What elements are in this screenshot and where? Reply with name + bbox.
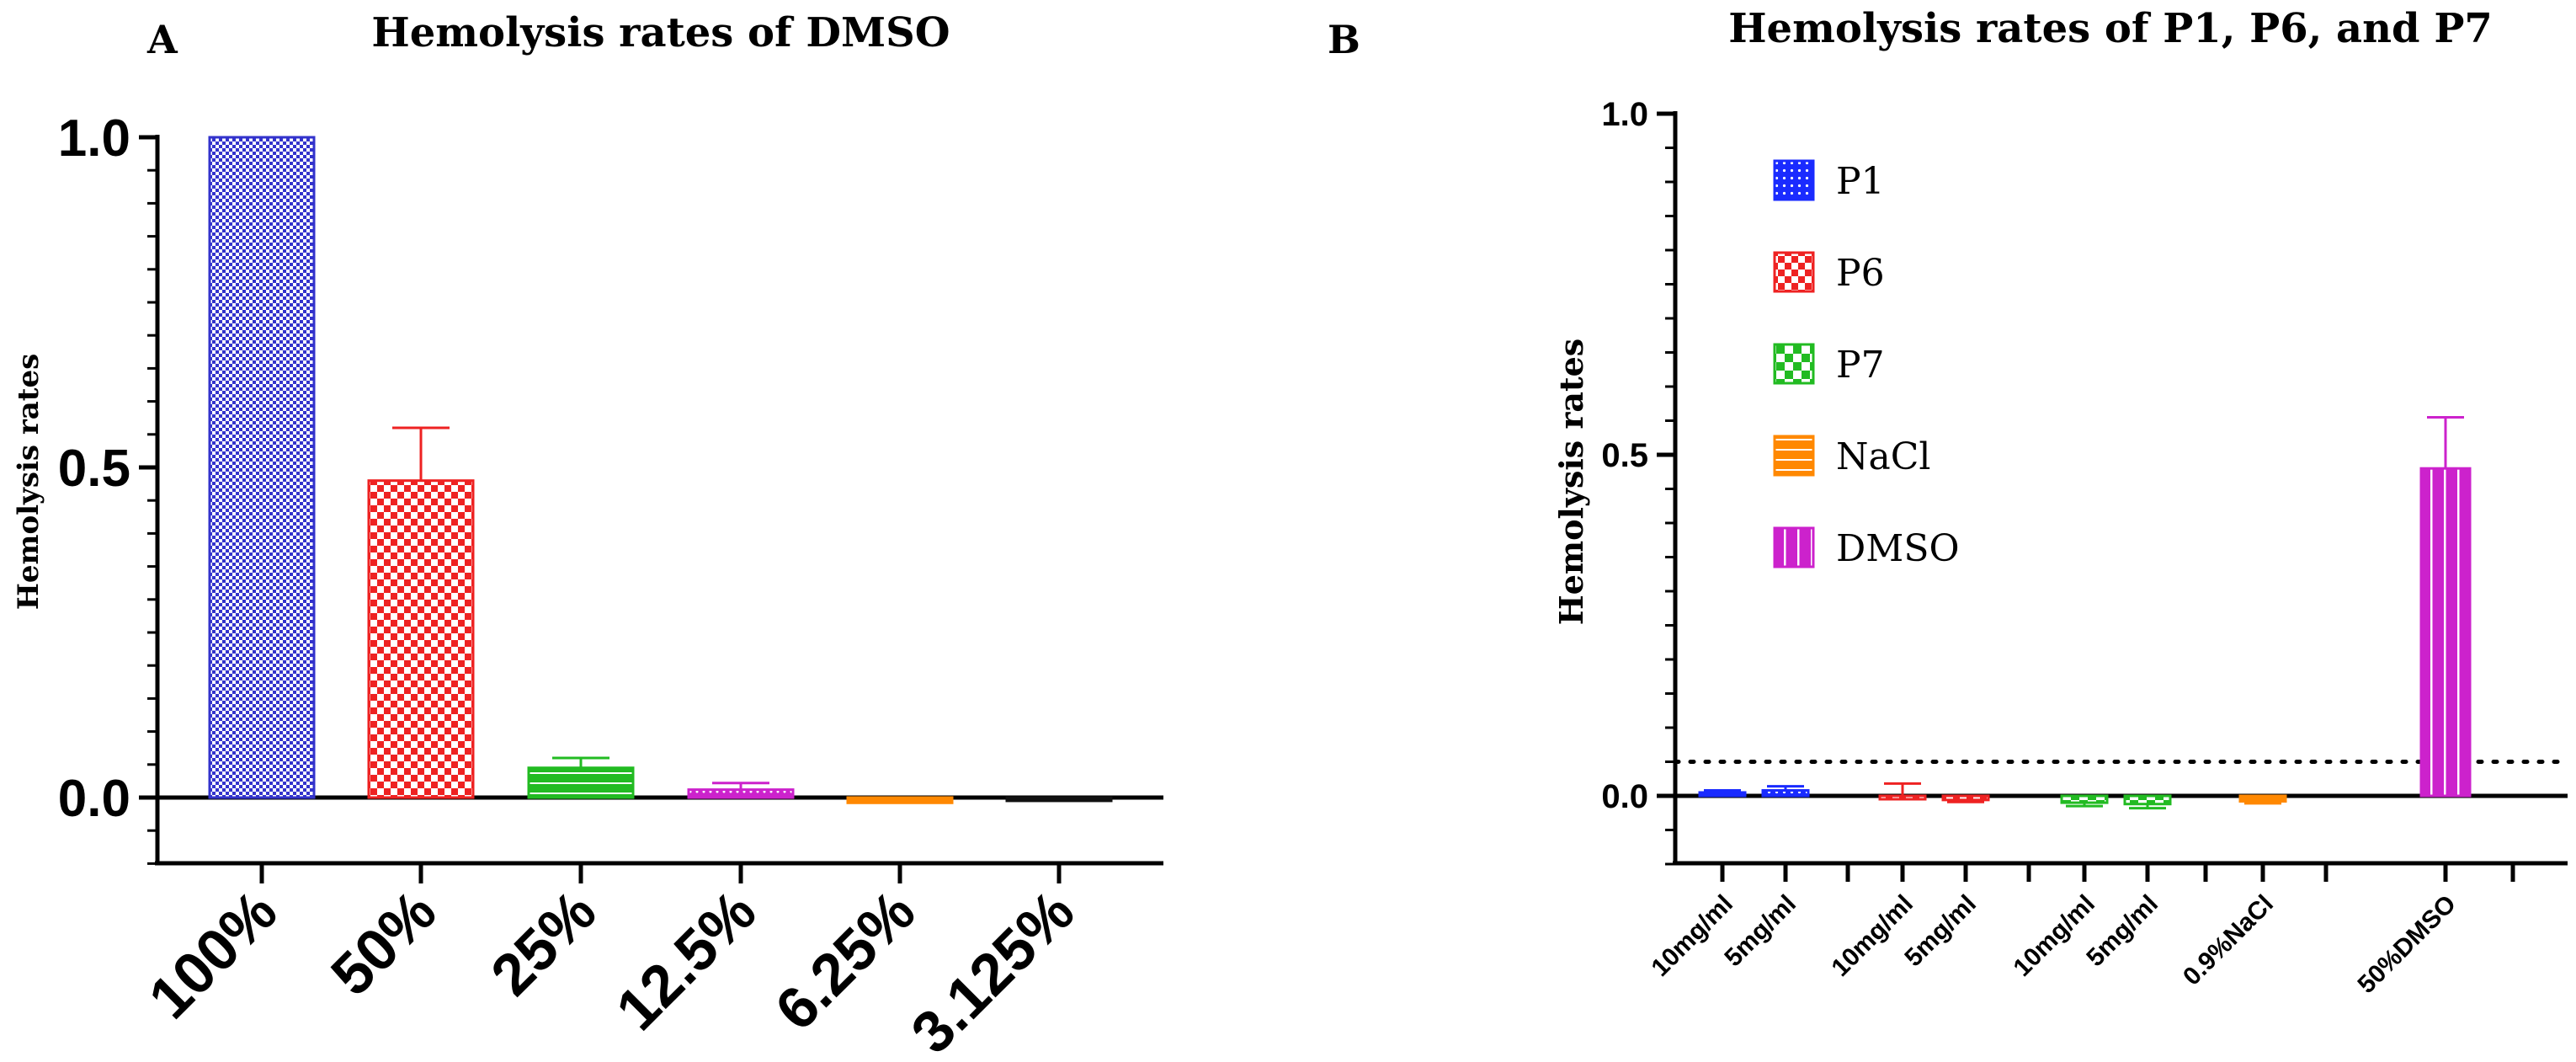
panel-a-y-tick-label: 0.0 (58, 770, 130, 828)
panel-b-y-axis-label: Hemolysis rates (1552, 339, 1590, 625)
panel-a-y-tick-label: 1.0 (58, 109, 130, 168)
legend-swatch (1773, 526, 1815, 568)
panel-b-bar (1878, 794, 1927, 801)
panel-b-legend: P1 P6 P7 NaCl DMSO (1773, 159, 1960, 570)
panel-a-x-tick-label: 25% (478, 878, 608, 1007)
panel-a-bar (527, 766, 635, 799)
panel-b-bar (1941, 794, 1990, 802)
panel-a-title: Hemolysis rates of DMSO (371, 9, 950, 56)
panel-b-y-tick-label: 0.5 (1601, 437, 1648, 474)
legend-swatch (1773, 343, 1815, 385)
panel-b-bars (1698, 415, 2472, 810)
panel-a-bar (687, 788, 795, 799)
panel-a-y-tick-label: 0.5 (58, 440, 130, 498)
panel-b: B Hemolysis rates of P1, P6, and P7 Hemo… (1328, 5, 2568, 999)
legend-item: P6 (1773, 251, 1885, 295)
panel-a-x-tick-label: 3.125% (899, 878, 1087, 1062)
panel-b-label: B (1328, 17, 1360, 62)
panel-b-title: Hemolysis rates of P1, P6, and P7 (1728, 5, 2493, 52)
panel-a-x-tick-label: 100% (136, 878, 290, 1031)
legend-swatch (1773, 435, 1815, 477)
panel-a-y-axis-label: Hemolysis rates (12, 354, 45, 611)
panel-b-x-tick-label: 10mg/ml (1647, 890, 1738, 982)
panel-a-bar (367, 479, 475, 799)
panel-b-x-tick-label: 10mg/ml (2009, 890, 2100, 982)
legend-swatch (1773, 251, 1815, 293)
panel-b-bar (2419, 467, 2472, 798)
panel-b-x-tick-label: 5mg/ml (1719, 890, 1802, 973)
panel-a-bars (208, 136, 1113, 804)
panel-b-bar (2060, 794, 2109, 804)
panel-b-x-tick-label: 50%DMSO (2353, 890, 2462, 999)
panel-a-axes (139, 135, 1163, 883)
legend-item: P1 (1773, 159, 1885, 203)
panel-b-x-tick-label: 10mg/ml (1827, 890, 1919, 982)
panel-a-x-tick-label: 50% (318, 878, 448, 1007)
legend-item: P7 (1773, 343, 1885, 387)
legend-swatch (1773, 159, 1815, 201)
legend-label: NaCl (1836, 435, 1930, 478)
panel-b-y-tick-label: 1.0 (1601, 96, 1648, 133)
panel-b-y-tick-label: 0.0 (1601, 778, 1648, 815)
legend-item: NaCl (1773, 435, 1930, 478)
panel-a-bar (208, 136, 316, 799)
panel-b-x-tick-label: 5mg/ml (1899, 890, 1982, 973)
legend-label: P1 (1836, 160, 1885, 203)
panel-b-axes (1657, 111, 2568, 882)
panel-b-x-tick-label: 0.9%NaCl (2178, 890, 2279, 991)
panel-b-bar (1698, 791, 1747, 798)
legend-item: DMSO (1773, 526, 1960, 570)
panel-b-bar (2238, 794, 2287, 803)
legend-label: P6 (1836, 252, 1885, 295)
panel-b-bar (2123, 794, 2172, 806)
panel-a-x-tick-label: 12.5% (604, 878, 769, 1043)
panel-b-bar (1761, 789, 1810, 798)
legend-label: P7 (1836, 344, 1885, 387)
panel-a: A Hemolysis rates of DMSO Hemolysis rate… (12, 9, 1163, 1062)
panel-b-x-tick-label: 5mg/ml (2081, 890, 2164, 973)
panel-a-label: A (146, 17, 178, 62)
legend-label: DMSO (1836, 527, 1960, 570)
